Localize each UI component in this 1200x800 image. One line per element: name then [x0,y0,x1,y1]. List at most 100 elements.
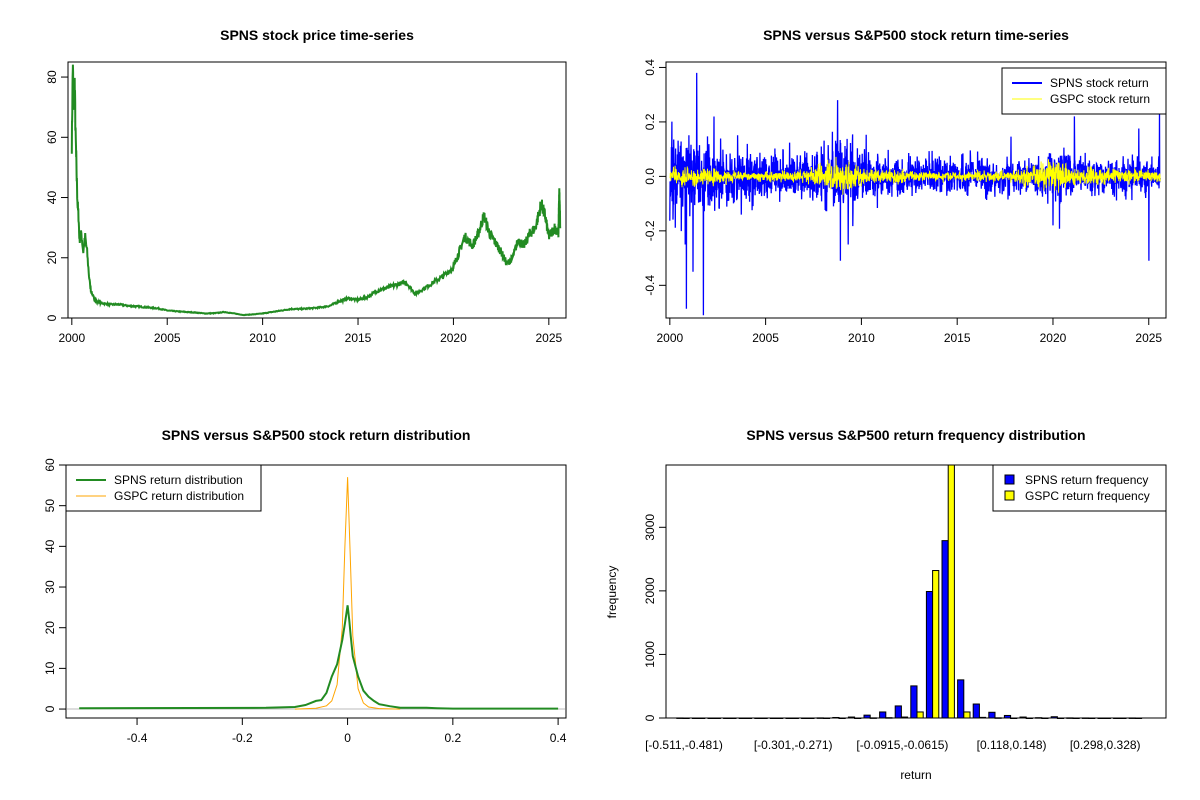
bar-spns [894,705,902,719]
bar-gspc [1119,717,1127,719]
x-tick-label: 2015 [345,331,372,345]
bar-spns [1113,717,1121,719]
bar-spns [1003,714,1012,719]
chart-4-ylabel: frequency [605,566,619,619]
x-tick-label: 2015 [944,331,971,345]
bar-spns [1097,717,1105,719]
bar-gspc [963,711,971,719]
bar-gspc [978,716,987,719]
x-tick-label: 0.2 [444,731,461,745]
bar-spns [1019,716,1027,719]
y-tick-label: 50 [43,499,57,513]
y-tick-label: 0 [643,714,657,721]
y-tick-label: 20 [43,621,57,635]
bar-spns [1081,717,1090,719]
bar-gspc [698,717,706,719]
bar-gspc [947,464,955,719]
y-tick-label: 1000 [643,641,657,668]
chart-4-title: SPNS versus S&P500 return frequency dist… [746,427,1085,443]
y-tick-label: 60 [43,458,57,472]
y-tick-label: 0 [45,314,59,321]
legend-entry: SPNS stock return [1050,76,1149,90]
bar-spns [676,717,684,719]
bar-gspc [1041,717,1049,719]
x-tick-label: [0.298,0.328) [1070,738,1141,752]
bar-spns [738,717,746,719]
bar-gspc [1010,717,1018,719]
x-tick-label: [-0.0915,-0.0615) [856,738,948,752]
bar-gspc [744,717,753,719]
price-line [70,64,562,317]
bar-spns [785,717,793,719]
bar-spns [1050,716,1058,719]
return-line-gspc [669,156,1161,195]
legend-swatch [1004,474,1015,485]
y-tick-label: 0.0 [643,168,657,185]
x-tick-label: 2025 [535,331,562,345]
bar-spns [910,685,918,719]
y-tick-label: 60 [45,130,59,144]
x-tick-label: 2000 [58,331,85,345]
y-tick-label: -0.4 [643,275,657,296]
chart-3-density: -0.4 -0.2 0 0.2 0.4 0 10 20 30 40 50 60 SPNS return … [43,458,567,745]
legend-entry: GSPC return frequency [1025,489,1150,503]
bar-gspc [900,716,909,719]
legend-entry: GSPC return distribution [114,489,244,503]
y-tick-label: 40 [43,539,57,553]
x-tick-label: [-0.511,-0.481) [645,738,723,752]
bar-gspc [729,717,737,719]
y-tick-label: 2000 [643,577,657,604]
bar-gspc [1103,717,1111,719]
x-tick-label: [-0.301,-0.271) [754,738,833,752]
bar-spns [972,703,980,719]
chart-3-title: SPNS versus S&P500 stock return distribu… [162,427,471,443]
bar-gspc [822,717,831,719]
bar-spns [801,717,809,719]
y-tick-label: 40 [45,191,59,205]
x-tick-label: 2005 [154,331,181,345]
bar-spns [723,717,731,719]
bar-gspc [760,717,768,719]
legend-swatch [1004,490,1015,501]
x-tick-label: 2010 [848,331,875,345]
chart-4-legend-box [992,464,1167,512]
bar-gspc [682,717,690,719]
x-tick-label: 2020 [440,331,467,345]
y-tick-label: 80 [45,70,59,84]
y-tick-label: 30 [43,580,57,594]
bar-gspc [807,717,815,719]
bar-spns [847,716,856,719]
x-tick-label: -0.4 [127,731,148,745]
bar-spns [832,716,840,719]
y-tick-label: 0.4 [643,59,657,76]
bar-spns [769,717,778,719]
y-tick-label: 0 [43,705,57,712]
bar-spns [1128,717,1136,719]
bar-spns [988,711,996,719]
gspc-density-line [294,477,401,710]
x-tick-label: 2005 [752,331,779,345]
bar-gspc [932,570,940,719]
x-tick-label: 0.4 [550,731,567,745]
bar-gspc [1056,717,1065,719]
chart-1-price: 2000 2005 2010 2015 2020 2025 0 20 40 60 80 [45,61,567,345]
bar-gspc [1072,717,1080,719]
bar-spns [863,714,871,719]
bar-gspc [838,717,846,719]
chart-3-legend-box [65,464,262,512]
bar-gspc [994,717,1002,719]
bar-spns [925,591,934,719]
chart-1-title: SPNS stock price time-series [220,27,414,43]
bar-spns [816,717,824,719]
x-tick-label: [0.118,0.148) [977,738,1047,752]
legend-entry: SPNS return frequency [1025,473,1148,487]
bar-gspc [916,711,924,719]
y-tick-label: 20 [45,251,59,265]
bar-spns [1066,717,1074,719]
y-tick-label: 10 [43,661,57,675]
bar-spns [754,717,762,719]
x-tick-label: 0 [344,731,351,745]
y-tick-label: 3000 [643,514,657,541]
bar-gspc [885,717,893,719]
